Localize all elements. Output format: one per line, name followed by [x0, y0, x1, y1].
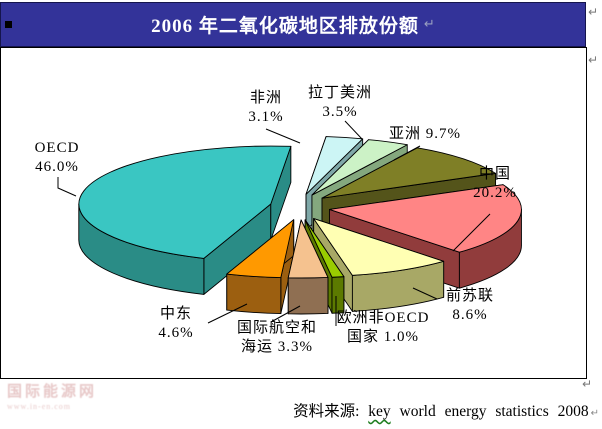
- return-mark-icon: ↵: [423, 17, 435, 32]
- leader-lines: [57, 120, 491, 326]
- leader-latin-america: [344, 120, 363, 140]
- pie-slice-intl-aviation-shipping-top: [287, 219, 329, 279]
- pie-slice-former-soviet-union-top: [313, 218, 445, 276]
- slice-label-intl-aviation-shipping: 国际航空和 海运 3.3%: [236, 320, 317, 355]
- return-mark-icon: ↵: [588, 5, 599, 19]
- slice-label-asia: 亚洲 9.7%: [389, 126, 461, 142]
- pie-slice-china-top: [328, 184, 522, 253]
- leader-former-soviet-union: [412, 287, 438, 300]
- pie-slice-non-oecd-europe-top: [304, 219, 345, 278]
- leader-china: [452, 213, 491, 252]
- pie-slice-non-oecd-europe-rim: [331, 276, 345, 314]
- watermark-line2: www.in-en.com: [7, 401, 72, 411]
- source-rest: world energy statistics 2008: [399, 403, 589, 420]
- leader-intl-aviation-shipping: [270, 305, 301, 323]
- return-mark-icon: ↵: [582, 377, 593, 391]
- leader-middle-east: [207, 303, 248, 324]
- page-title: 2006 年二氧化碳地区排放份额: [151, 16, 419, 37]
- watermark: 国际能源网 www.in-en.com: [7, 383, 97, 412]
- pie-slice-asia-top: [321, 147, 497, 199]
- title-banner: 2006 年二氧化碳地区排放份额 ↵: [0, 2, 586, 47]
- list-bullet-icon: [5, 21, 12, 28]
- pie-slice-intl-aviation-shipping-rim: [287, 276, 329, 315]
- return-mark-icon: ↵: [590, 408, 599, 419]
- pie-slice-middle-east-top: [226, 219, 295, 279]
- pie-slice-oecd-top: [78, 145, 292, 259]
- pie-slice-latin-america-top: [311, 139, 408, 196]
- slice-label-non-oecd-europe: 欧洲非OECD 国家 1.0%: [336, 310, 430, 345]
- pie-slice-africa-top: [305, 136, 364, 195]
- leader-asia: [393, 145, 421, 161]
- pie-3d: [78, 136, 522, 315]
- slice-label-africa: 非洲 3.1%: [248, 90, 284, 125]
- leader-africa: [265, 128, 301, 144]
- chart-border-frame: [0, 47, 587, 379]
- slice-label-china: 中国 20.2%: [473, 166, 517, 201]
- leader-oecd: [57, 177, 77, 197]
- source-prefix: 资料来源:: [293, 403, 360, 420]
- source-note: 资料来源: key world energy statistics 2008 ↵: [293, 399, 599, 421]
- return-mark-icon: ↵: [588, 53, 599, 67]
- slice-label-latin-america: 拉丁美洲 3.5%: [307, 85, 372, 120]
- slice-label-oecd: OECD 46.0%: [34, 140, 80, 175]
- watermark-line1: 国际能源网: [7, 384, 98, 400]
- slice-label-middle-east: 中东 4.6%: [158, 306, 194, 341]
- source-word-key: key: [368, 403, 391, 420]
- slice-label-former-soviet-union: 前苏联 8.6%: [445, 288, 494, 323]
- pie-slice-middle-east-rim: [226, 273, 282, 315]
